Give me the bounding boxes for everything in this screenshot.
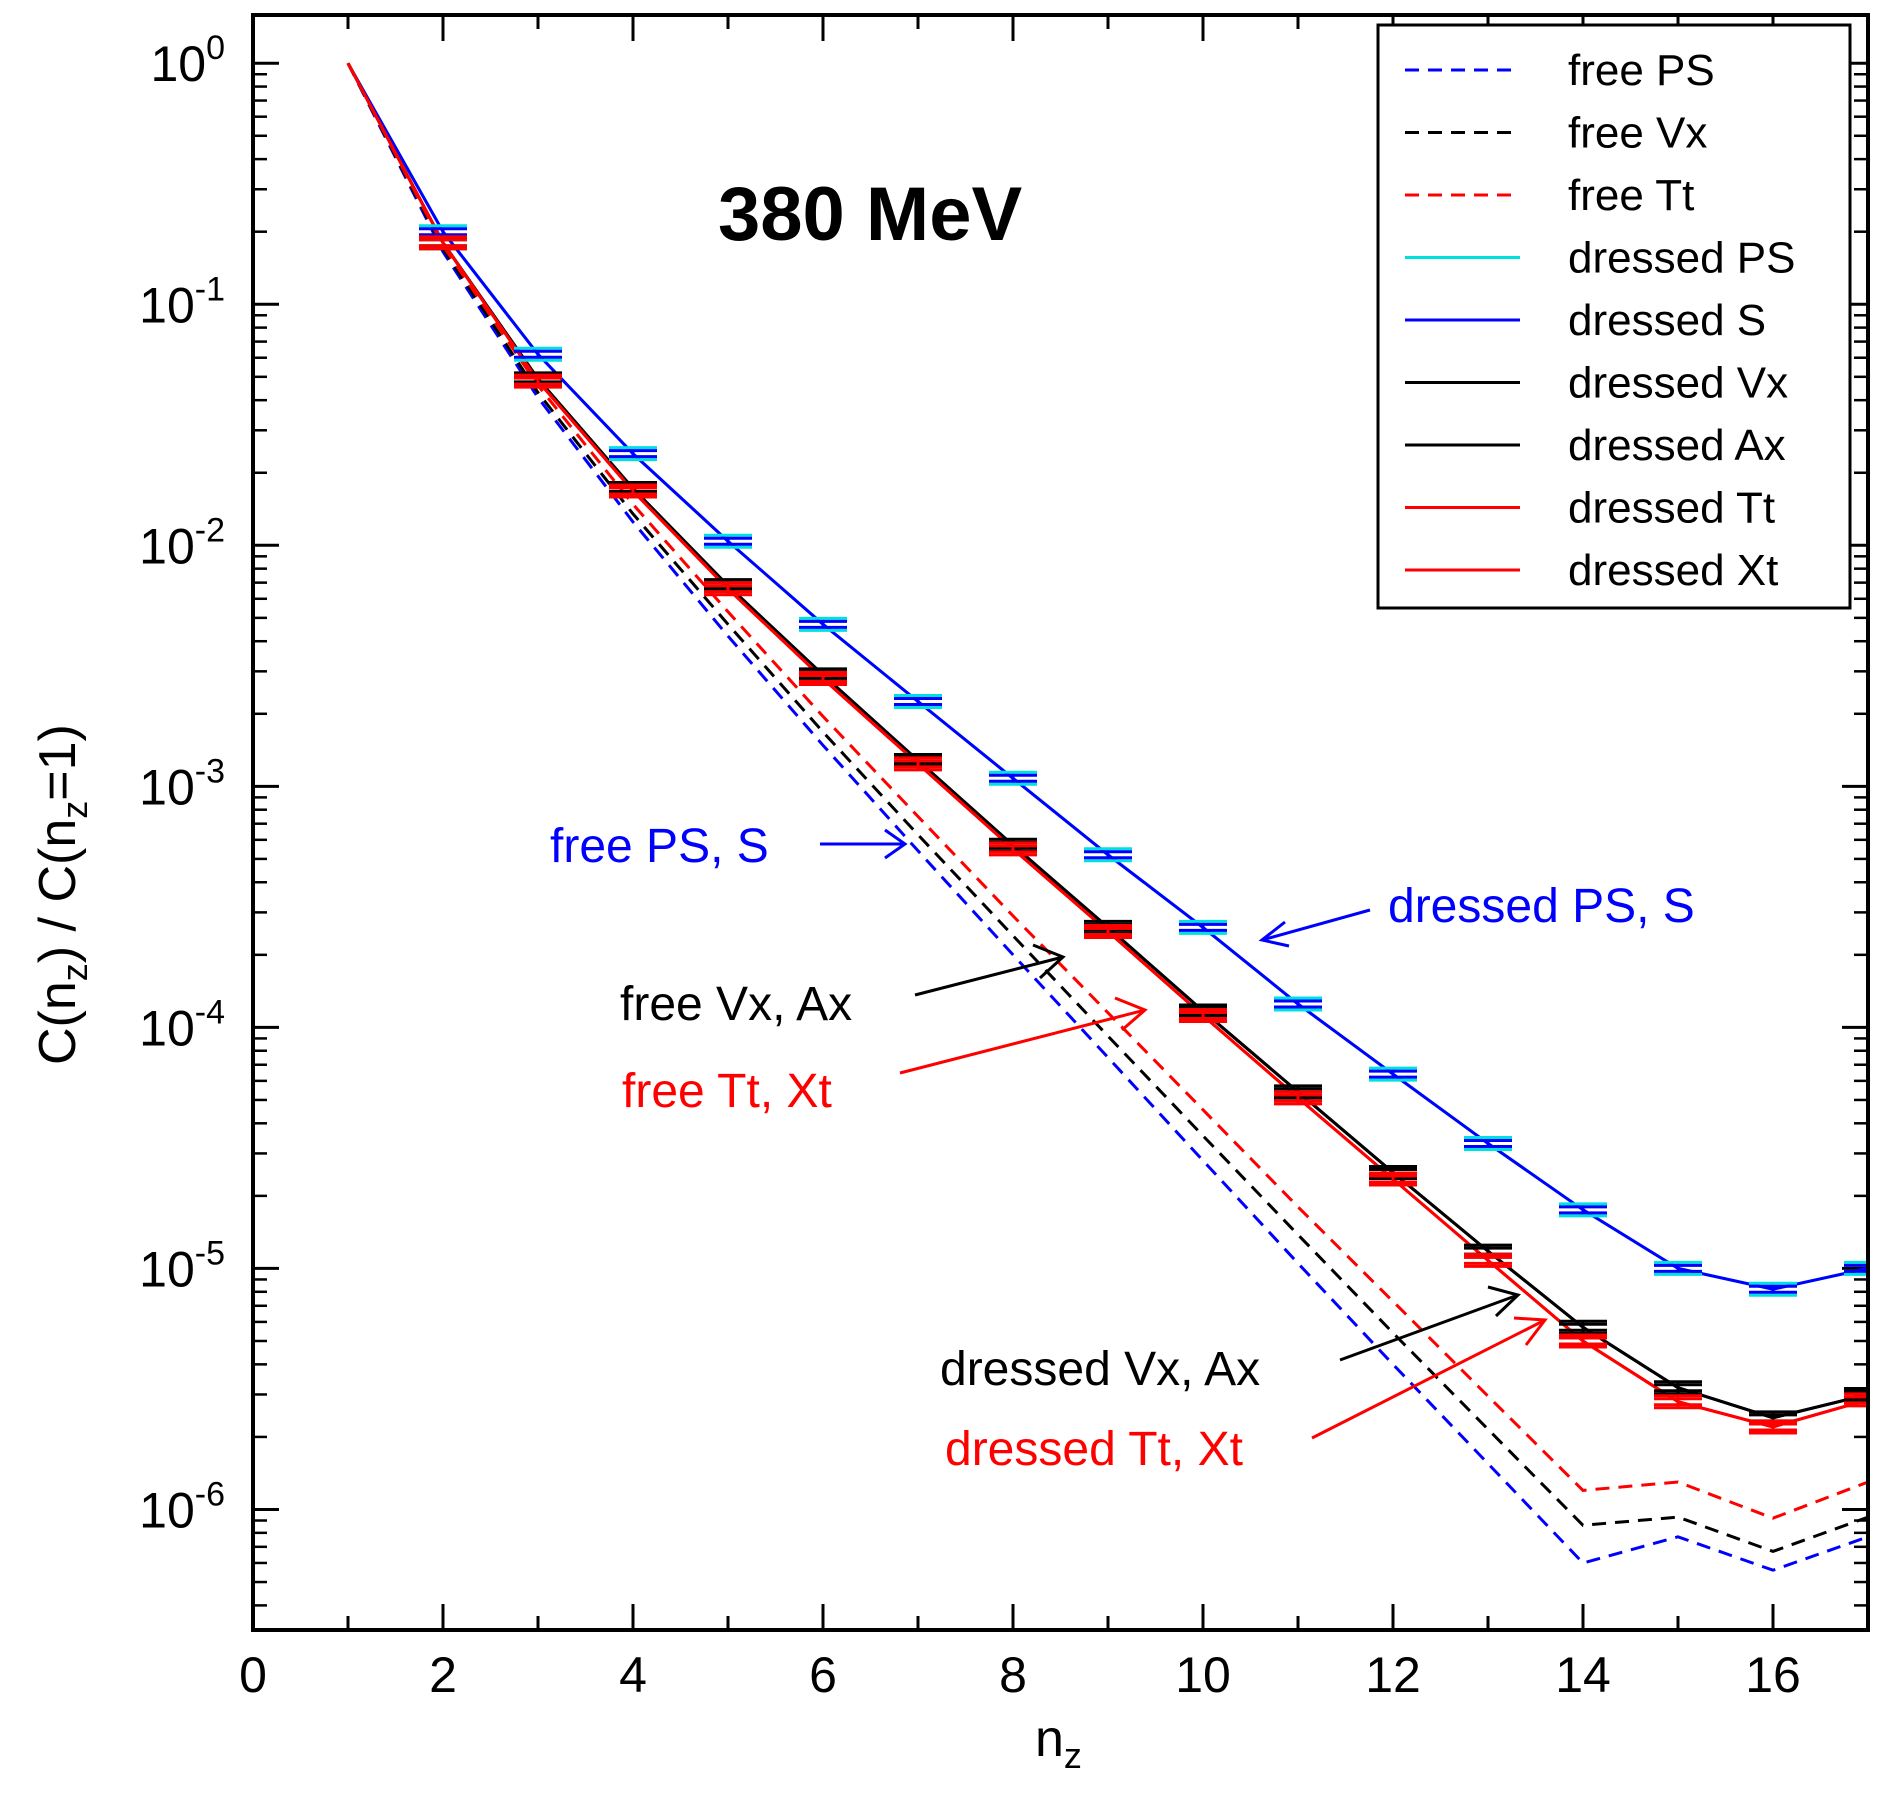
arrow-free-tt-xt (899, 996, 1148, 1075)
y-tick-label: 10-2 (139, 511, 225, 574)
x-tick-label: 14 (1555, 1647, 1611, 1703)
x-axis-title-sub: z (1064, 1735, 1082, 1776)
y-tick-label: 10-4 (139, 993, 225, 1056)
legend-label: dressed S (1568, 296, 1766, 345)
y-tick-label-exponent: -4 (195, 993, 225, 1031)
y-tick-label-base: 10 (139, 1241, 195, 1297)
major-ticks (251, 15, 1868, 1630)
y-tick-label-exponent: 0 (206, 29, 225, 67)
x-tick-label: 10 (1175, 1647, 1231, 1703)
annotation-dressed-tt-xt: dressed Tt, Xt (945, 1423, 1243, 1476)
x-tick-label: 4 (619, 1647, 647, 1703)
legend-label: dressed Tt (1568, 484, 1775, 533)
y-tick-label-exponent: -5 (195, 1234, 225, 1272)
series-line-free-ps (346, 62, 1868, 1572)
legend-label: free Vx (1568, 109, 1707, 158)
arrow-dressed-vx-ax (1339, 1285, 1521, 1362)
y-tick-label-exponent: -2 (195, 511, 225, 549)
x-tick-label: 0 (239, 1647, 267, 1703)
minor-ticks (253, 15, 1870, 1630)
series-line-free-tt (346, 62, 1868, 1520)
chart-title: 380 MeV (718, 172, 1022, 257)
y-tick-label: 10-5 (139, 1234, 225, 1297)
legend-label: free Tt (1568, 171, 1694, 220)
arrow-dressed-tt-xt (1311, 1316, 1548, 1440)
y-tick-label-exponent: -3 (195, 752, 225, 790)
arrow-free-ps-s (820, 828, 908, 860)
x-tick-label: 16 (1745, 1647, 1801, 1703)
x-tick-labels: 0 2 4 6 8 10 12 14 16 (239, 1647, 1801, 1703)
y-axis-title-sub-1: z (54, 963, 95, 981)
legend: free PS free Vx free Tt dressed PS dressed S… (1376, 23, 1852, 610)
annotation-free-vx-ax: free Vx, Ax (620, 978, 852, 1031)
legend-label: dressed Vx (1568, 359, 1788, 408)
y-tick-label: 10-6 (139, 1475, 225, 1538)
y-axis-title: C(nz) / C(nz=1) (29, 724, 95, 1065)
errorbar-layer (419, 224, 1868, 1435)
y-axis-title-part-2: ) / C(n (29, 819, 87, 963)
x-tick-label: 8 (999, 1647, 1027, 1703)
x-tick-label: 2 (429, 1647, 457, 1703)
annotations: free PS, S dressed PS, S free Vx, Ax fre… (550, 820, 1695, 1476)
legend-label: dressed Ax (1568, 421, 1786, 470)
legend-entries: free PS free Vx free Tt dressed PS dressed S… (1405, 46, 1795, 595)
y-tick-label-base: 10 (150, 36, 206, 92)
y-tick-label: 10-1 (139, 270, 225, 333)
series-line-free-vx (346, 62, 1868, 1553)
x-axis-title-main: n (1035, 1710, 1064, 1768)
y-tick-label-exponent: -1 (195, 270, 225, 308)
legend-label: dressed PS (1568, 234, 1795, 283)
arrow-dressed-ps-s (1258, 908, 1371, 948)
legend-label: free PS (1568, 46, 1715, 95)
y-tick-label-base: 10 (139, 1000, 195, 1056)
y-tick-label-base: 10 (139, 759, 195, 815)
legend-box (1376, 23, 1852, 610)
y-tick-label: 100 (150, 29, 225, 92)
legend-label: dressed Xt (1568, 546, 1778, 595)
y-axis-title-sub-2: z (54, 801, 95, 819)
y-tick-label: 10-3 (139, 752, 225, 815)
annotation-dressed-vx-ax: dressed Vx, Ax (940, 1343, 1260, 1396)
y-tick-label-exponent: -6 (195, 1475, 225, 1513)
y-tick-label-base: 10 (139, 1482, 195, 1538)
annotation-dressed-ps-s: dressed PS, S (1388, 880, 1695, 933)
y-tick-label-base: 10 (139, 518, 195, 574)
y-tick-label-base: 10 (139, 277, 195, 333)
y-axis-title-part-1: C(n (29, 981, 87, 1065)
annotation-free-tt-xt: free Tt, Xt (622, 1065, 832, 1118)
plot-frame (251, 13, 1870, 1632)
x-axis-title: nz (1035, 1710, 1082, 1776)
arrow-free-vx-ax (914, 943, 1066, 997)
x-tick-label: 12 (1365, 1647, 1421, 1703)
y-axis-title-part-3: =1) (29, 724, 87, 801)
x-tick-label: 6 (809, 1647, 837, 1703)
annotation-free-ps-s: free PS, S (550, 820, 769, 873)
